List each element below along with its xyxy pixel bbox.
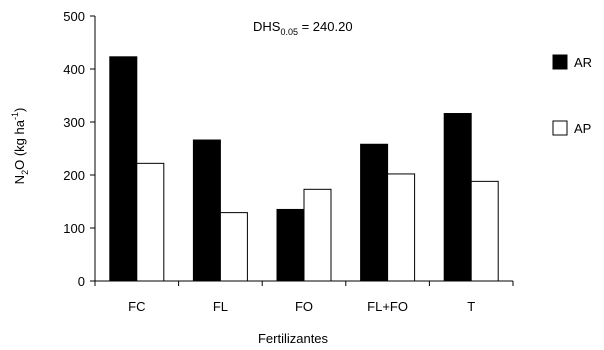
bar-ap-fl-fo bbox=[387, 173, 416, 282]
x-tick-label: FL+FO bbox=[367, 299, 408, 314]
y-tick-label: 200 bbox=[63, 168, 85, 183]
bar-ar-fl-fo bbox=[360, 143, 389, 282]
y-tick-label: 400 bbox=[63, 62, 85, 77]
bar-ap-fo bbox=[303, 188, 332, 282]
bar-ap-fl bbox=[219, 212, 248, 282]
significance-annotation: DHS0.05 = 240.20 bbox=[253, 19, 353, 37]
y-axis-title: N2O (kg ha-1) bbox=[10, 108, 30, 185]
x-tick-label: T bbox=[467, 299, 475, 314]
bar-ap-t bbox=[470, 180, 499, 282]
bar-ar-fo bbox=[276, 208, 305, 282]
y-tick-label: 300 bbox=[63, 115, 85, 130]
bar-ar-t bbox=[443, 113, 472, 282]
x-axis-title: Fertilizantes bbox=[258, 331, 329, 346]
legend-label-ap: AP bbox=[574, 121, 591, 136]
y-tick-label: 100 bbox=[63, 221, 85, 236]
legend-swatch-ar bbox=[552, 54, 568, 70]
bar-ar-fl bbox=[192, 139, 221, 282]
bar-ap-fc bbox=[136, 162, 165, 282]
legend-label-ar: AR bbox=[574, 55, 592, 70]
legend-swatch-ap bbox=[552, 120, 568, 136]
bar-ar-fc bbox=[109, 56, 138, 282]
y-tick-label: 0 bbox=[78, 274, 85, 289]
x-tick-label: FC bbox=[128, 299, 145, 314]
x-tick-label: FL bbox=[213, 299, 228, 314]
x-tick-label: FO bbox=[295, 299, 313, 314]
y-tick-label: 500 bbox=[63, 9, 85, 24]
